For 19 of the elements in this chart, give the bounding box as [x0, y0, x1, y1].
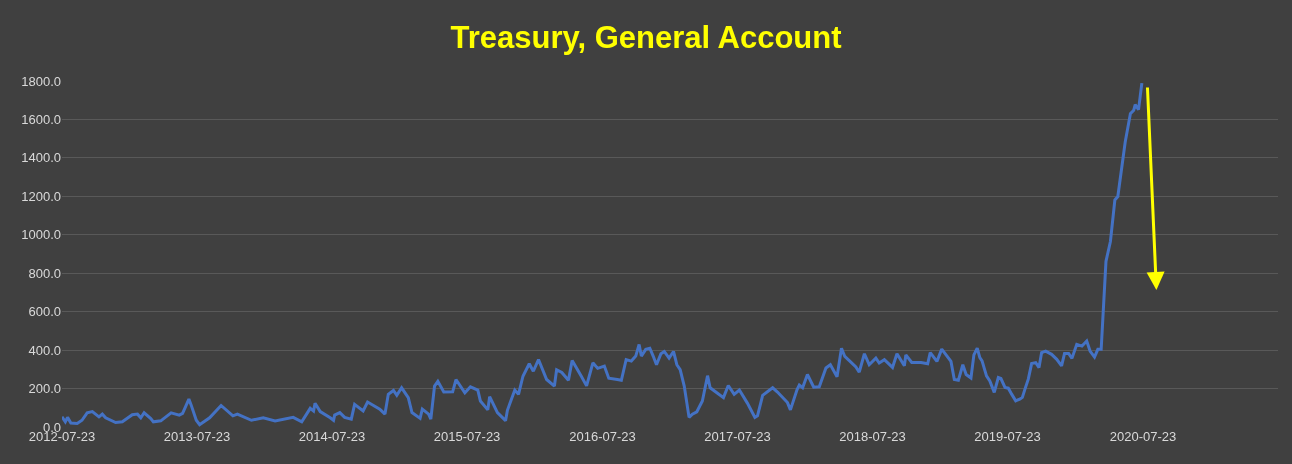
- x-tick-label: 2015-07-23: [433, 429, 501, 444]
- y-tick-label: 400.0: [28, 342, 61, 358]
- x-tick-label: 2016-07-23: [569, 429, 636, 444]
- chart-title: Treasury, General Account: [450, 19, 842, 55]
- x-tick-label: 2014-07-23: [298, 429, 366, 444]
- y-tick-label: 200.0: [28, 381, 61, 397]
- x-tick-label: 2017-07-23: [704, 429, 771, 444]
- y-tick-label: 1200.0: [21, 188, 61, 204]
- y-tick-label: 800.0: [28, 265, 61, 281]
- y-tick-label: 1800.0: [21, 73, 61, 89]
- line-series: [62, 81, 1144, 427]
- x-tick-label: 2018-07-23: [839, 429, 906, 444]
- x-tick-label: 2013-07-23: [163, 429, 231, 444]
- y-tick-label: 1000.0: [21, 227, 61, 243]
- x-tick-label: 2020-07-23: [1109, 429, 1177, 444]
- x-tick-label: 2019-07-23: [974, 429, 1041, 444]
- y-tick-label: 1600.0: [21, 111, 61, 127]
- y-tick-label: 1400.0: [21, 150, 61, 166]
- y-tick-label: 600.0: [28, 304, 61, 320]
